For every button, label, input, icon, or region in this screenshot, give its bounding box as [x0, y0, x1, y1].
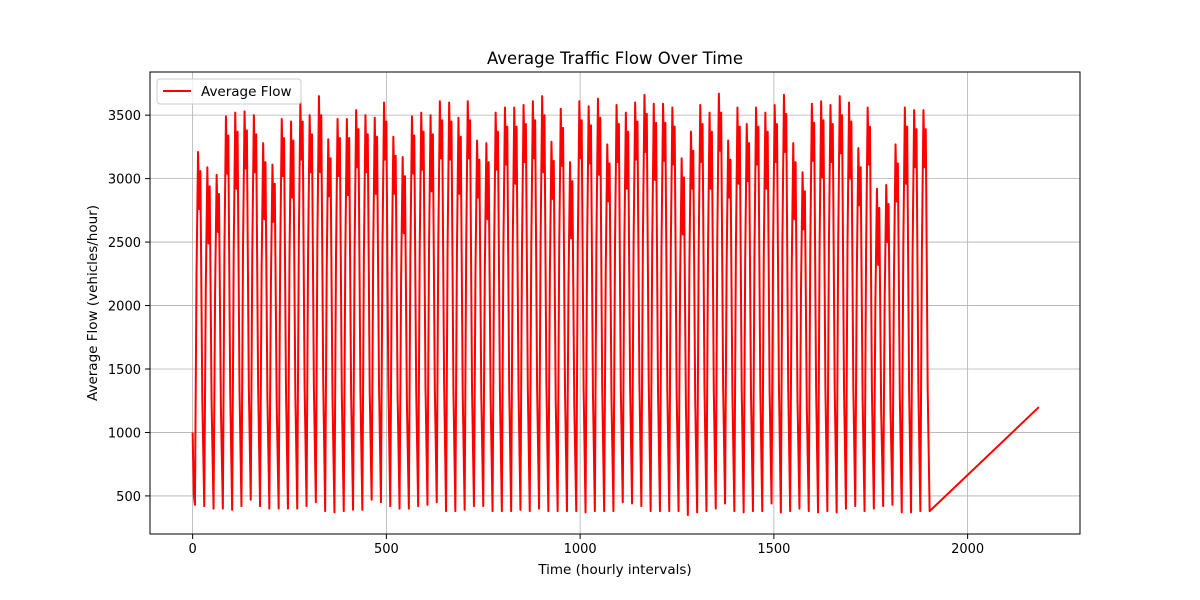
x-tick-label: 1000 — [564, 542, 597, 557]
y-tick-label: 1000 — [108, 426, 141, 441]
y-tick-label: 3500 — [108, 109, 141, 124]
legend-label: Average Flow — [201, 84, 292, 100]
y-axis-label: Average Flow (vehicles/hour) — [85, 205, 101, 401]
series-line-average-flow — [191, 92, 1040, 516]
legend: Average Flow — [156, 78, 302, 105]
x-tick-label: 1500 — [757, 542, 790, 557]
y-tick-label: 3000 — [108, 173, 141, 188]
axis-ticks: 0 500 1000 1500 2000 500 1000 1500 2000 2500 3000 3… — [108, 109, 984, 557]
y-tick-label: 2500 — [108, 236, 141, 251]
x-tick-label: 0 — [188, 542, 196, 557]
y-tick-label: 2000 — [108, 300, 141, 315]
x-tick-label: 2000 — [951, 542, 984, 557]
plot-frame — [149, 71, 1081, 535]
x-axis-label: Time (hourly intervals) — [537, 562, 691, 578]
series-lines — [191, 92, 1040, 516]
x-tick-label: 500 — [374, 542, 399, 557]
legend-box — [156, 78, 302, 105]
y-tick-label: 1500 — [108, 363, 141, 378]
chart-title: Average Traffic Flow Over Time — [487, 49, 743, 68]
y-tick-label: 500 — [116, 490, 141, 505]
